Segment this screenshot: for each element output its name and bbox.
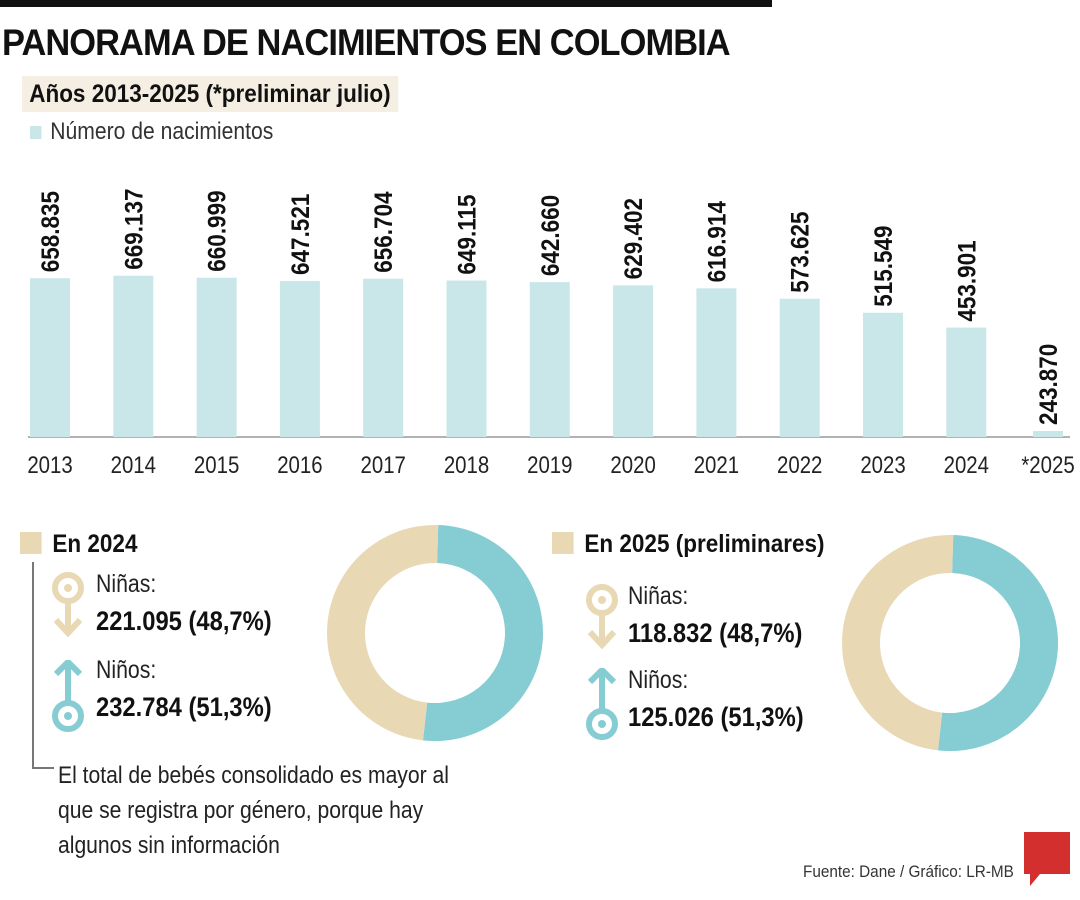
bar xyxy=(363,278,404,437)
x-tick-label: 2023 xyxy=(860,451,905,478)
donut-slice-ninas xyxy=(842,534,954,751)
data-label: 515.549 xyxy=(870,225,898,306)
girls-label: Niñas: xyxy=(96,570,157,598)
data-label: 649.115 xyxy=(453,195,481,275)
x-tick-label: 2024 xyxy=(944,451,989,478)
data-label: 629.402 xyxy=(620,198,648,279)
bar xyxy=(196,277,237,437)
boys-value: 125.026 (51,3%) xyxy=(628,702,804,732)
data-label: 658.835 xyxy=(37,191,65,272)
bar xyxy=(30,278,70,437)
section-2024-title: En 2024 xyxy=(20,530,137,559)
top-rule xyxy=(0,0,772,7)
data-label: 453.901 xyxy=(953,240,981,321)
male-icon xyxy=(52,660,84,732)
bar xyxy=(529,282,570,437)
female-icon xyxy=(52,572,84,638)
bar xyxy=(1033,431,1063,437)
x-tick-label: 2015 xyxy=(194,451,239,478)
bar xyxy=(779,298,820,437)
page-title: PANORAMA DE NACIMIENTOS EN COLOMBIA xyxy=(2,22,731,63)
section-2025-title: En 2025 (preliminares) xyxy=(552,530,825,559)
girls-label: Niñas: xyxy=(628,582,689,610)
x-tick-label: 2020 xyxy=(610,451,655,478)
chart-legend: Número de nacimientos xyxy=(30,118,273,146)
donut-slice-ninas xyxy=(326,525,439,741)
section-swatch xyxy=(20,532,42,554)
data-label: 660.999 xyxy=(204,190,232,271)
bar xyxy=(946,327,987,437)
source-credit: Fuente: Dane / Gráfico: LR-MB xyxy=(803,862,1014,881)
x-tick-label: 2019 xyxy=(527,451,572,478)
x-tick-label: 2021 xyxy=(694,451,739,478)
girls-value: 221.095 (48,7%) xyxy=(96,606,272,636)
bar xyxy=(279,280,320,437)
data-label: 656.704 xyxy=(370,191,398,273)
data-label: 616.914 xyxy=(703,200,731,282)
section-title-text: En 2025 (preliminares) xyxy=(584,530,825,558)
donut-slice-ninos xyxy=(422,525,543,741)
section-title-text: En 2024 xyxy=(52,530,138,558)
x-tick-label: 2013 xyxy=(27,451,72,478)
bar xyxy=(446,280,487,437)
lr-logo xyxy=(1024,832,1070,886)
data-label: 243.870 xyxy=(1035,344,1063,425)
legend-swatch xyxy=(30,126,42,139)
bar-chart: 658.835 2013 669.137 2014 660.999 2015 647.521… xyxy=(27,188,1074,478)
data-label: 642.660 xyxy=(537,195,565,276)
boys-label: Niños: xyxy=(628,666,689,694)
data-label: 573.625 xyxy=(787,211,815,292)
x-tick-label: 2017 xyxy=(361,451,406,478)
donut-slice-ninos xyxy=(937,535,1059,751)
bar xyxy=(613,285,654,437)
footnote: El total de bebés consolidado es mayor a… xyxy=(58,762,449,859)
bracket-line xyxy=(32,562,34,768)
boys-label: Niños: xyxy=(96,656,157,684)
bar xyxy=(696,288,737,437)
x-tick-label: 2014 xyxy=(111,451,156,478)
x-tick-label: 2018 xyxy=(444,451,489,478)
x-tick-label: *2025 xyxy=(1021,451,1074,478)
x-tick-label: 2022 xyxy=(777,451,822,478)
bracket-line xyxy=(32,767,54,769)
bar xyxy=(863,312,903,437)
x-tick-label: 2016 xyxy=(277,451,322,478)
section-swatch xyxy=(552,532,574,554)
female-icon xyxy=(586,584,618,650)
male-icon xyxy=(586,668,618,740)
bar xyxy=(113,275,154,437)
data-label: 669.137 xyxy=(120,188,148,269)
girls-value: 118.832 (48,7%) xyxy=(628,618,803,648)
legend-label: Número de nacimientos xyxy=(50,118,274,145)
data-label: 647.521 xyxy=(287,194,315,275)
boys-value: 232.784 (51,3%) xyxy=(96,692,272,722)
subtitle: Años 2013-2025 (*preliminar julio) xyxy=(22,76,398,112)
